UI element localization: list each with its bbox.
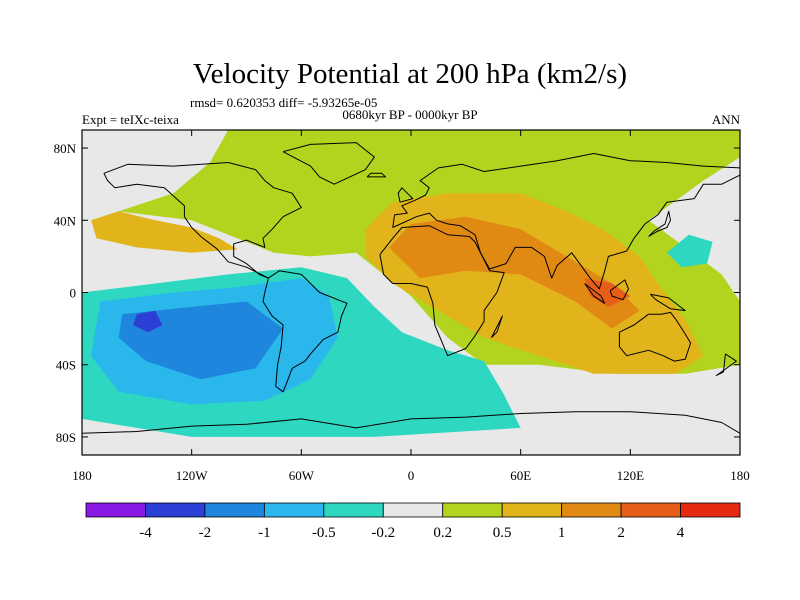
coastline-madagascar bbox=[490, 315, 503, 338]
colorbar-label: 4 bbox=[677, 525, 685, 541]
chart-title: Velocity Potential at 200 hPa (km2/s) bbox=[193, 58, 627, 90]
colorbar-swatch bbox=[680, 502, 741, 518]
colorbar-swatch bbox=[442, 502, 503, 518]
colorbar-swatch bbox=[323, 502, 384, 518]
season-label: ANN bbox=[712, 112, 741, 127]
x-tick-label: 120E bbox=[617, 468, 645, 483]
colorbar-label: 0.5 bbox=[493, 525, 512, 541]
y-tick-label: 0 bbox=[70, 286, 77, 301]
colorbar-label: -4 bbox=[139, 525, 152, 541]
colorbar: -4 -2 -1 -0.5 -0.2 0.2 0.5 1 2 4 bbox=[85, 502, 741, 541]
colorbar-swatch bbox=[263, 502, 325, 518]
colorbar-swatch bbox=[145, 502, 206, 518]
x-tick-label: 0 bbox=[408, 468, 415, 483]
coastlines bbox=[82, 142, 740, 434]
x-tick-label: 60W bbox=[289, 468, 315, 483]
y-tick-label: 40S bbox=[56, 358, 76, 373]
colorbar-swatch bbox=[382, 502, 444, 518]
colorbar-label: 0.2 bbox=[433, 525, 452, 541]
colorbar-label: -1 bbox=[258, 525, 271, 541]
colorbar-label: 2 bbox=[617, 525, 625, 541]
coastline-sumatra bbox=[584, 283, 606, 304]
colorbar-label: 1 bbox=[558, 525, 566, 541]
x-tick-label: 180 bbox=[730, 468, 750, 483]
coastline-iceland bbox=[366, 172, 386, 178]
map-panel bbox=[81, 129, 741, 456]
colorbar-label: -0.2 bbox=[371, 525, 395, 541]
contour-region-south-pacific-minimum bbox=[133, 310, 163, 333]
colorbar-label: -0.5 bbox=[312, 525, 336, 541]
map-axes: 180 120W 60W 0 60E 120E 180 80N 40N 0 40S 80S bbox=[54, 130, 750, 483]
colorbar-swatch bbox=[204, 502, 265, 518]
colorbar-swatch bbox=[620, 502, 681, 518]
coastline-japan bbox=[648, 210, 671, 237]
coastline-africa bbox=[379, 225, 505, 357]
experiment-label: Expt = teIXc-teixa bbox=[82, 112, 179, 127]
coastline-borneo bbox=[609, 279, 629, 301]
x-tick-label: 180 bbox=[72, 468, 92, 483]
contour-field bbox=[82, 130, 740, 437]
y-tick-label: 80S bbox=[56, 430, 76, 445]
coastline-eurasia bbox=[392, 153, 740, 290]
y-tick-label: 80N bbox=[54, 141, 77, 156]
colorbar-label: -2 bbox=[199, 525, 212, 541]
x-tick-label: 120W bbox=[176, 468, 209, 483]
period-label: 0680kyr BP - 0000kyr BP bbox=[342, 107, 477, 122]
contour-region-west-pacific-cyan bbox=[666, 234, 713, 268]
coastline-greenland bbox=[282, 142, 375, 185]
coastline-australia bbox=[618, 311, 692, 362]
coastline-north-america bbox=[103, 162, 302, 279]
coastline-british-isles bbox=[397, 187, 414, 203]
contour-region-pacific-positive-core bbox=[91, 211, 238, 253]
colorbar-swatch bbox=[501, 502, 563, 518]
coastline-new-guinea bbox=[650, 293, 686, 312]
contour-region-africa-asia-core bbox=[389, 216, 640, 329]
y-tick-label: 40N bbox=[54, 213, 77, 228]
coastline-antarctica bbox=[82, 411, 740, 434]
stats-line: rmsd= 0.620353 diff= -5.93265e-05 bbox=[190, 95, 377, 110]
x-tick-label: 60E bbox=[510, 468, 531, 483]
colorbar-swatch bbox=[85, 502, 146, 518]
coastline-south-america bbox=[262, 270, 348, 393]
coastline-new-zealand bbox=[715, 353, 737, 377]
colorbar-swatch bbox=[561, 502, 622, 518]
